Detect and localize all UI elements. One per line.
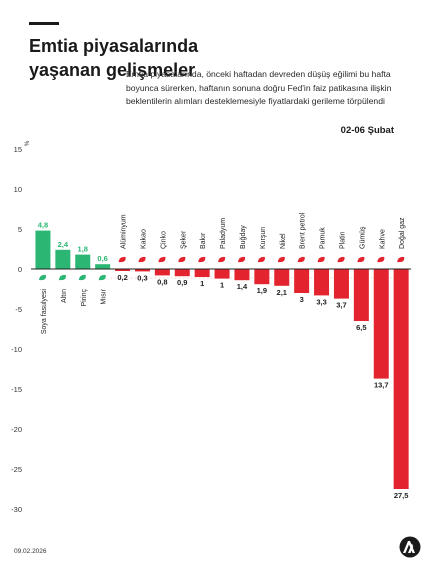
bar-value-label: 2,1 — [277, 288, 287, 297]
zinc-icon — [158, 256, 166, 263]
palladium-icon — [218, 256, 226, 263]
gas-flame-icon — [397, 256, 405, 263]
category-label: Gümüş — [359, 226, 366, 249]
category-label: Doğal gaz — [399, 217, 406, 249]
y-tick-label: 5 — [18, 225, 22, 234]
bar — [35, 230, 51, 269]
bar-value-label: 1 — [220, 281, 224, 290]
copper-icon — [198, 256, 206, 263]
bar-value-label: 1 — [200, 279, 204, 288]
bar — [134, 269, 150, 272]
rice-icon — [78, 274, 86, 281]
y-tick-label: 10 — [14, 185, 22, 194]
bar — [274, 269, 290, 286]
footer-date: 09.02.2026 — [14, 548, 47, 555]
bar — [393, 269, 409, 489]
oil-barrel-icon — [297, 256, 305, 263]
cocoa-icon — [138, 256, 146, 263]
y-tick-label: 0 — [18, 265, 22, 274]
y-tick-label: -30 — [11, 505, 22, 514]
platinum-icon — [337, 256, 345, 263]
category-label: Paladyum — [220, 218, 227, 249]
bar — [174, 269, 190, 277]
bar — [214, 269, 230, 279]
bar — [333, 269, 349, 299]
silver-icon — [357, 256, 365, 263]
title-rule — [29, 22, 59, 25]
y-tick-label: 15 — [14, 145, 22, 154]
bar-value-label: 0,3 — [137, 273, 147, 282]
category-label: Nikel — [280, 233, 287, 249]
aluminum-icon — [118, 256, 126, 263]
bar-value-label: 3,3 — [316, 297, 326, 306]
bar — [254, 269, 270, 285]
category-label: Bakır — [200, 232, 207, 249]
page-title: Emtia piyasalarında yaşanan gelişmeler — [29, 36, 199, 80]
soybean-icon — [38, 274, 47, 281]
y-tick-label: -25 — [11, 465, 22, 474]
category-label: Çinko — [160, 231, 167, 249]
bar-value-label: 2,4 — [58, 240, 69, 249]
date-range: 02-06 Şubat — [340, 125, 394, 136]
category-label: Soya fasulyesi — [41, 289, 48, 335]
aa-logo-icon — [399, 536, 421, 558]
nickel-icon — [277, 256, 285, 263]
coffee-icon — [377, 256, 385, 263]
bar — [115, 269, 131, 271]
bar — [353, 269, 369, 321]
bar-value-label: 27,5 — [394, 491, 409, 500]
category-label: Pirinç — [81, 289, 88, 307]
category-label: Mısır — [101, 288, 108, 304]
bar — [154, 269, 170, 276]
bar-value-label: 4,8 — [38, 221, 48, 230]
category-label: Alüminyum — [121, 214, 128, 249]
lead-icon — [257, 256, 265, 263]
bar — [194, 269, 210, 277]
bar-value-label: 0,9 — [177, 278, 187, 287]
bar-value-label: 13,7 — [374, 381, 389, 390]
sugar-icon — [178, 256, 186, 263]
category-label: Kakao — [140, 229, 147, 249]
bar — [55, 249, 71, 269]
category-label: Platin — [339, 231, 346, 249]
bar-value-label: 0,6 — [97, 254, 107, 263]
bar — [294, 269, 310, 293]
y-tick-label: -10 — [11, 345, 22, 354]
y-tick-label: -20 — [11, 425, 22, 434]
category-label: Kahve — [379, 229, 386, 249]
corn-icon — [98, 274, 106, 281]
bar-value-label: 1,8 — [78, 245, 88, 254]
bar — [234, 269, 250, 281]
y-tick-label: -5 — [15, 305, 22, 314]
category-label: Altın — [61, 289, 68, 303]
gold-bars-icon — [58, 274, 66, 281]
bar-value-label: 6,5 — [356, 323, 366, 332]
page-description: Emtia piyasalarında, önceki haftadan dev… — [126, 69, 392, 106]
bar — [373, 269, 389, 379]
y-axis-unit: % — [25, 140, 31, 146]
bar-value-label: 3,7 — [336, 301, 346, 310]
bar-value-label: 3 — [300, 295, 304, 304]
y-tick-label: -15 — [11, 385, 22, 394]
category-label: Kurşun — [260, 227, 267, 249]
bar-value-label: 1,9 — [257, 286, 267, 295]
bar — [314, 269, 330, 296]
bar-value-label: 0,2 — [117, 273, 127, 282]
category-label: Brent petrol — [300, 212, 307, 249]
bar-value-label: 1,4 — [237, 282, 248, 291]
bar-value-label: 0,8 — [157, 277, 167, 286]
wheat-icon — [237, 256, 246, 263]
bar — [95, 264, 111, 269]
bar — [75, 254, 91, 269]
cotton-icon — [317, 256, 325, 263]
category-label: Şeker — [180, 230, 187, 249]
category-label: Pamuk — [320, 227, 327, 249]
category-label: Buğday — [240, 225, 247, 249]
